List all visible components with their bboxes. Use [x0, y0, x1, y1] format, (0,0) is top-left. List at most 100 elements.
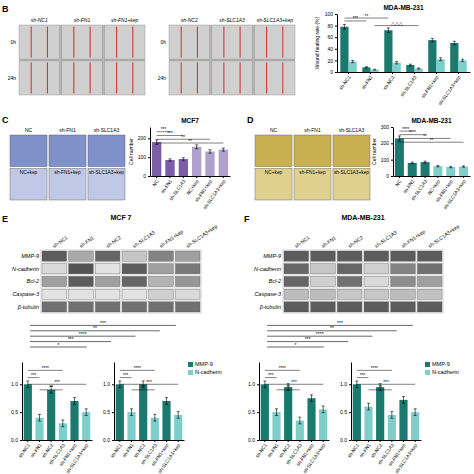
sig-label: **** — [409, 130, 416, 135]
bar — [450, 43, 458, 72]
error-bar-cap — [165, 404, 168, 405]
error-bar — [287, 384, 290, 391]
error-bar-stem — [450, 166, 451, 167]
blot-band — [391, 251, 416, 261]
cell-label: sh-FN1+kep — [299, 170, 326, 175]
error-bar-cap — [153, 414, 156, 415]
bar — [179, 159, 188, 176]
legend-swatch — [425, 362, 430, 367]
sig-label: *** — [68, 336, 74, 342]
plot-area — [152, 140, 228, 176]
tick-mark — [62, 440, 63, 442]
tick: sh-SLC1A3+kep — [394, 440, 418, 474]
tick-label: 200 — [138, 135, 147, 141]
bar — [165, 160, 174, 176]
bar — [152, 142, 161, 176]
panel-bar: 0100200300NCsh-FN1sh-SLC1A3NC+kepsh-FN1+… — [371, 117, 471, 210]
blot-band — [311, 289, 336, 299]
error-bar-stem — [210, 150, 211, 153]
sig-label: ** — [423, 134, 427, 139]
blot-band — [337, 302, 362, 312]
wound-edge — [197, 27, 198, 58]
error-bar — [38, 414, 41, 421]
sample-label: sh-FN1+kep — [158, 228, 184, 249]
axis-title: Cell number — [371, 138, 377, 165]
tick-mark — [437, 176, 438, 178]
sample-label: sh-NC2 — [105, 234, 123, 249]
panel-image-grid: NCsh-FN1sh-SLC1A3NC+kepsh-FN1+kepsh-SLC1… — [2, 115, 125, 200]
error-bar-cap — [195, 148, 198, 149]
tick: sh-SLC1A3+kep — [202, 176, 226, 210]
error-bar-cap — [310, 394, 313, 395]
tick-mark — [335, 72, 337, 73]
error-bar-stem — [344, 24, 345, 29]
blot-band — [69, 289, 94, 299]
blot-band — [175, 264, 200, 274]
sig-label: △△△ — [391, 21, 403, 26]
error-bar-cap — [130, 415, 133, 416]
tick-mark — [299, 440, 300, 442]
blot-band — [95, 251, 120, 261]
error-bar-cap — [130, 408, 133, 409]
error-bar-cap — [462, 165, 465, 166]
tick-mark — [391, 143, 393, 144]
error-bar — [222, 148, 225, 151]
error-bar-cap — [395, 61, 398, 62]
error-bar-stem — [156, 140, 157, 145]
error-bar-cap — [182, 160, 185, 161]
error-bar-stem — [368, 403, 369, 410]
tick: 100 — [381, 157, 393, 163]
error-bar — [310, 395, 313, 402]
error-bar-cap — [275, 408, 278, 409]
column-label: sh-NC1 — [31, 17, 48, 23]
axis-line — [150, 128, 151, 177]
panel-background — [19, 25, 145, 95]
tick-mark — [112, 440, 114, 441]
bar — [446, 167, 455, 176]
blot-band — [69, 302, 94, 312]
error-bar — [431, 38, 434, 41]
error-bar-cap — [263, 387, 266, 388]
tick-label: 0 — [143, 173, 146, 179]
panel-label: E — [2, 214, 8, 224]
panel-bar: 020406080100sh-NC1sh-FN1sh-NC2sh-SLC1A3s… — [314, 4, 471, 106]
sig-label: *** — [305, 336, 311, 342]
error-bar — [417, 68, 420, 69]
error-bar-cap — [373, 69, 376, 70]
tick: sh-SLC1A3+kep — [443, 176, 467, 210]
tick-mark — [20, 412, 22, 413]
blot-band — [391, 289, 416, 299]
panel-image-grid: sh-NC2sh-SLC1A3sh-SLC1A3+kep0h24h — [158, 17, 295, 95]
tick-mark — [183, 176, 184, 178]
sig-label: *** — [123, 373, 129, 378]
tick-mark — [276, 440, 277, 442]
error-bar-stem — [454, 41, 455, 44]
error-bar-cap — [367, 403, 370, 404]
legend-swatch — [425, 370, 430, 375]
error-bar-cap — [414, 415, 417, 416]
bar — [353, 384, 361, 440]
sig-label: **** — [316, 331, 324, 337]
blot-band — [364, 276, 389, 286]
blot-band — [95, 302, 120, 312]
tick-mark — [196, 176, 197, 178]
panel-bar: 0100200NCsh-FN1sh-SLC1A3NC+kepsh-FN1+kep… — [128, 117, 231, 210]
x-axis: sh-NC1sh-FN1sh-NC2sh-SLC1A3sh-FN1+kepsh-… — [255, 440, 330, 474]
plot-area — [261, 381, 328, 440]
wound-edge — [266, 62, 267, 93]
tick-mark — [391, 440, 392, 442]
error-bar-cap — [165, 397, 168, 398]
tick-mark — [148, 138, 150, 139]
error-bar-cap — [355, 380, 358, 381]
tick-label: 0.0 — [11, 437, 18, 443]
error-bar-stem — [86, 409, 87, 416]
sample-label: sh-NC1 — [51, 234, 69, 249]
tick-mark — [412, 176, 413, 178]
panel-bar: 0.00.51.0sh-NC1sh-FN1sh-NC2sh-SLC1A3sh-F… — [11, 363, 92, 474]
sig-label: *** — [360, 373, 366, 378]
tick-label: 300 — [381, 124, 390, 130]
bar — [406, 65, 414, 72]
blot-band — [122, 302, 147, 312]
tick-mark — [288, 440, 289, 442]
wound-edge — [116, 62, 117, 93]
